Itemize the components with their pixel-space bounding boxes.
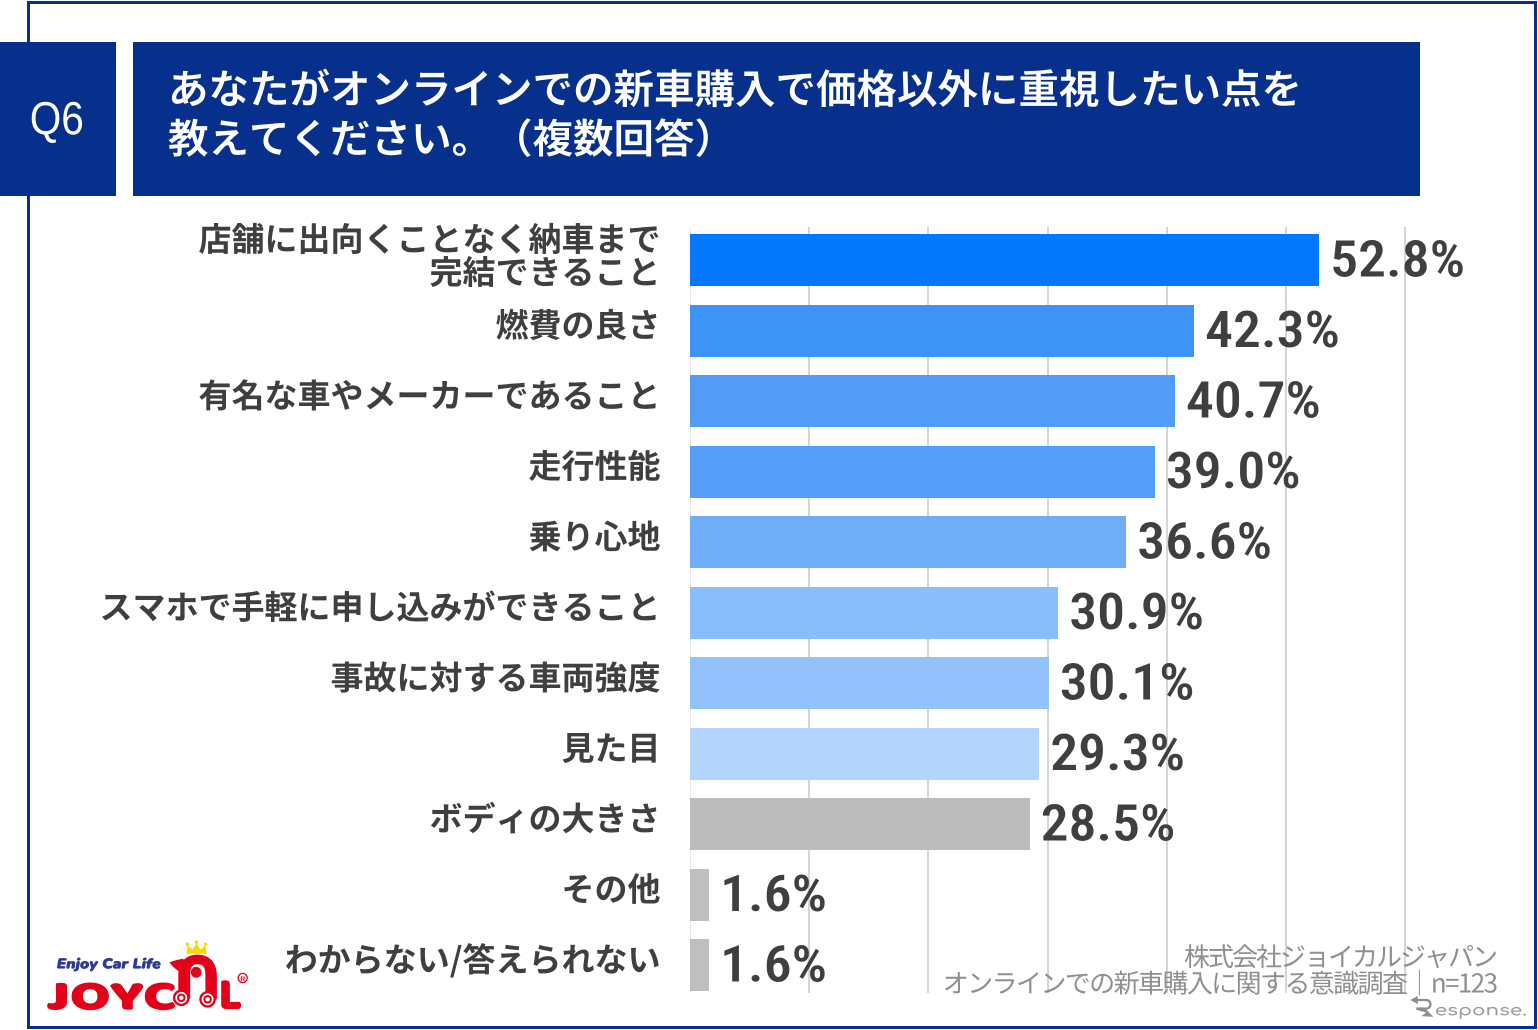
svg-text:R: R [240, 976, 245, 983]
